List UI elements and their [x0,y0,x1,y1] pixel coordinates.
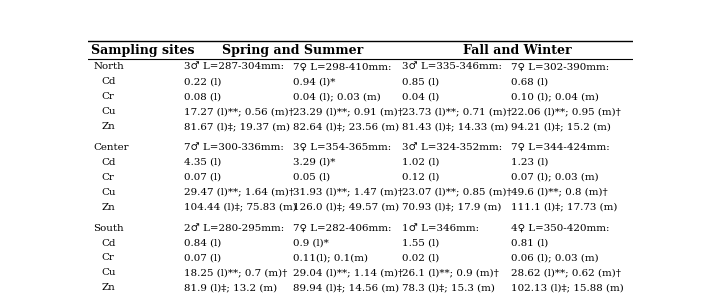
Text: 0.02 (l): 0.02 (l) [402,253,439,262]
Text: 7♀ L=298-410mm:: 7♀ L=298-410mm: [293,62,392,71]
Text: 81.43 (l)‡; 14.33 (m): 81.43 (l)‡; 14.33 (m) [402,122,508,131]
Text: 3♂ L=324-352mm:: 3♂ L=324-352mm: [402,143,503,152]
Text: 0.08 (l): 0.08 (l) [184,92,221,101]
Text: 0.11(l); 0.1(m): 0.11(l); 0.1(m) [293,253,368,262]
Text: 0.84 (l): 0.84 (l) [184,238,221,248]
Text: 1.23 (l): 1.23 (l) [511,158,548,167]
Text: 7♂ L=300-336mm:: 7♂ L=300-336mm: [184,143,284,152]
Text: Cr: Cr [101,173,115,182]
Text: 26.1 (l)**; 0.9 (m)†: 26.1 (l)**; 0.9 (m)† [402,269,499,278]
Text: 0.10 (l); 0.04 (m): 0.10 (l); 0.04 (m) [511,92,599,101]
Text: Cr: Cr [101,92,115,101]
Text: 0.9 (l)*: 0.9 (l)* [293,238,329,248]
Text: 3♂ L=335-346mm:: 3♂ L=335-346mm: [402,62,502,71]
Text: 126.0 (l)‡; 49.57 (m): 126.0 (l)‡; 49.57 (m) [293,203,399,212]
Text: 104.44 (l)‡; 75.83 (m): 104.44 (l)‡; 75.83 (m) [184,203,297,212]
Text: 23.29 (l)**; 0.91 (m)†: 23.29 (l)**; 0.91 (m)† [293,107,404,116]
Text: Spring and Summer: Spring and Summer [221,43,363,56]
Text: 70.93 (l)‡; 17.9 (m): 70.93 (l)‡; 17.9 (m) [402,203,502,212]
Text: 0.94 (l)*: 0.94 (l)* [293,77,335,86]
Text: 0.07 (l): 0.07 (l) [184,173,221,182]
Text: 23.73 (l)**; 0.71 (m)†: 23.73 (l)**; 0.71 (m)† [402,107,512,116]
Text: 0.68 (l): 0.68 (l) [511,77,548,86]
Text: 49.6 (l)**; 0.8 (m)†: 49.6 (l)**; 0.8 (m)† [511,188,608,197]
Text: 78.3 (l)‡; 15.3 (m): 78.3 (l)‡; 15.3 (m) [402,283,495,292]
Text: Zn: Zn [101,122,115,131]
Text: 111.1 (l)‡; 17.73 (m): 111.1 (l)‡; 17.73 (m) [511,203,617,212]
Text: 7♀ L=344-424mm:: 7♀ L=344-424mm: [511,143,610,152]
Text: 0.81 (l): 0.81 (l) [511,238,548,248]
Text: Center: Center [93,143,129,152]
Text: Cu: Cu [101,188,116,197]
Text: 31.93 (l)**; 1.47 (m)†: 31.93 (l)**; 1.47 (m)† [293,188,404,197]
Text: Sampling sites: Sampling sites [91,43,194,56]
Text: 3♀ L=354-365mm:: 3♀ L=354-365mm: [293,143,392,152]
Text: South: South [93,224,124,233]
Text: 81.67 (l)‡; 19.37 (m): 81.67 (l)‡; 19.37 (m) [184,122,290,131]
Text: Zn: Zn [101,203,115,212]
Text: Cd: Cd [101,77,116,86]
Text: Cu: Cu [101,269,116,278]
Text: 7♀ L=302-390mm:: 7♀ L=302-390mm: [511,62,610,71]
Text: 94.21 (l)‡; 15.2 (m): 94.21 (l)‡; 15.2 (m) [511,122,611,131]
Text: 17.27 (l)**; 0.56 (m)†: 17.27 (l)**; 0.56 (m)† [184,107,294,116]
Text: 1.02 (l): 1.02 (l) [402,158,439,167]
Text: 0.04 (l); 0.03 (m): 0.04 (l); 0.03 (m) [293,92,381,101]
Text: Cd: Cd [101,238,116,248]
Text: Cd: Cd [101,158,116,167]
Text: 0.05 (l): 0.05 (l) [293,173,330,182]
Text: 0.07 (l); 0.03 (m): 0.07 (l); 0.03 (m) [511,173,599,182]
Text: 0.04 (l): 0.04 (l) [402,92,439,101]
Text: 1.55 (l): 1.55 (l) [402,238,439,248]
Text: 4♀ L=350-420mm:: 4♀ L=350-420mm: [511,224,610,233]
Text: 0.85 (l): 0.85 (l) [402,77,439,86]
Text: 89.94 (l)‡; 14.56 (m): 89.94 (l)‡; 14.56 (m) [293,283,399,292]
Text: 2♂ L=280-295mm:: 2♂ L=280-295mm: [184,224,285,233]
Text: 3.29 (l)*: 3.29 (l)* [293,158,335,167]
Text: 0.12 (l): 0.12 (l) [402,173,439,182]
Text: 3♂ L=287-304mm:: 3♂ L=287-304mm: [184,62,285,71]
Text: Zn: Zn [101,283,115,292]
Text: 18.25 (l)**; 0.7 (m)†: 18.25 (l)**; 0.7 (m)† [184,269,288,278]
Text: Cr: Cr [101,253,115,262]
Text: 28.62 (l)**; 0.62 (m)†: 28.62 (l)**; 0.62 (m)† [511,269,621,278]
Text: North: North [93,62,124,71]
Text: 81.9 (l)‡; 13.2 (m): 81.9 (l)‡; 13.2 (m) [184,283,278,292]
Text: Cu: Cu [101,107,116,116]
Text: 22.06 (l)**; 0.95 (m)†: 22.06 (l)**; 0.95 (m)† [511,107,621,116]
Text: 1♂ L=346mm:: 1♂ L=346mm: [402,224,479,233]
Text: 4.35 (l): 4.35 (l) [184,158,221,167]
Text: 7♀ L=282-406mm:: 7♀ L=282-406mm: [293,224,392,233]
Text: 0.06 (l); 0.03 (m): 0.06 (l); 0.03 (m) [511,253,599,262]
Text: 0.22 (l): 0.22 (l) [184,77,221,86]
Text: 102.13 (l)‡; 15.88 (m): 102.13 (l)‡; 15.88 (m) [511,283,624,292]
Text: 82.64 (l)‡; 23.56 (m): 82.64 (l)‡; 23.56 (m) [293,122,399,131]
Text: 23.07 (l)**; 0.85 (m)†: 23.07 (l)**; 0.85 (m)† [402,188,512,197]
Text: 29.47 (l)**; 1.64 (m)†: 29.47 (l)**; 1.64 (m)† [184,188,295,197]
Text: 29.04 (l)**; 1.14 (m)†: 29.04 (l)**; 1.14 (m)† [293,269,404,278]
Text: Fall and Winter: Fall and Winter [463,43,572,56]
Text: 0.07 (l): 0.07 (l) [184,253,221,262]
